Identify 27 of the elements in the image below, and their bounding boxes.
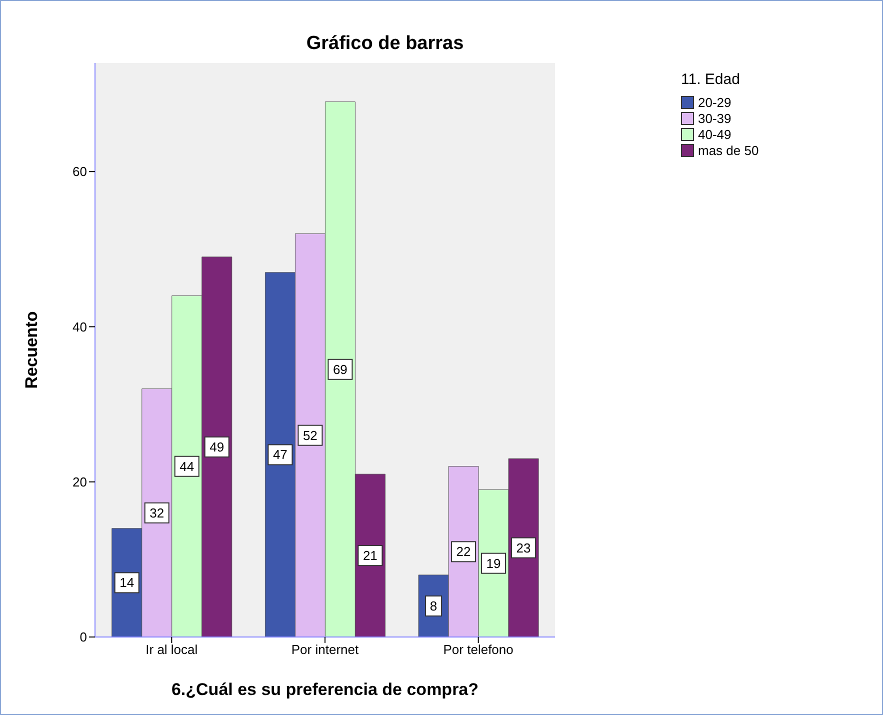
legend-label: 30-39 [698,110,732,126]
data-label: 44 [180,458,194,474]
y-tick-label: 0 [80,630,87,645]
y-tick-label: 60 [72,164,87,180]
y-tick-label: 40 [72,319,87,334]
x-axis-title: 6.¿Cuál es su preferencia de compra? [171,680,479,699]
data-label: 8 [430,598,438,614]
data-label: 47 [272,447,288,462]
data-label: 69 [332,362,348,377]
x-tick-label: Por internet [291,642,359,658]
data-label: 22 [456,544,471,560]
chart-title: Gráfico de barras [305,33,465,55]
data-label: 19 [486,556,501,571]
legend-title: 11. Edad [681,71,741,88]
legend-label: mas de 50 [698,142,759,158]
data-label: 32 [150,505,164,520]
data-label: 21 [362,548,378,564]
legend-label: 40-49 [698,126,732,142]
data-label: 52 [302,428,318,443]
x-tick-label: Por telefono [443,642,514,658]
data-label: 14 [120,575,134,590]
data-label: 49 [210,439,224,454]
data-label: 23 [516,540,531,556]
y-tick-label: 20 [72,474,87,490]
y-axis-title: Recuento [22,311,42,389]
legend-label: 20-29 [698,94,732,110]
x-tick-label: Ir al local [146,642,198,658]
